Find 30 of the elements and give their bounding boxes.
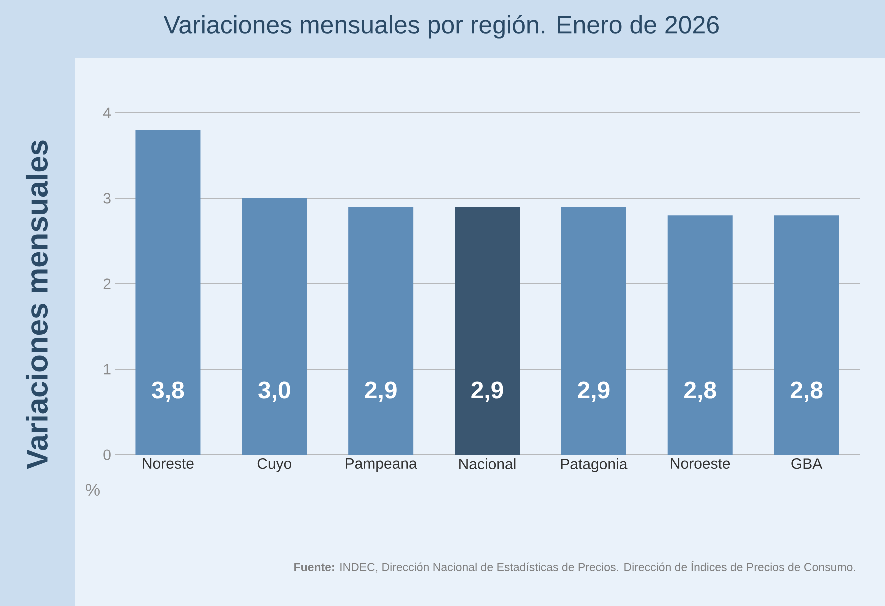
bar	[348, 207, 414, 456]
x-tick-label: Noreste	[143, 458, 194, 469]
text: %	[86, 484, 100, 496]
chart-title: Variaciones mensuales por región. Enero de 2026	[164, 15, 719, 39]
y-tick-label: 4	[103, 108, 112, 118]
data-label: 3,8	[152, 382, 184, 402]
bar	[668, 216, 733, 456]
data-label: 2,8	[790, 382, 823, 402]
bar	[242, 198, 308, 456]
y-tick-label: 0	[104, 450, 111, 460]
x-tick-label: Pampeana	[346, 458, 418, 472]
bar	[136, 130, 201, 456]
data-label: 2,8	[684, 382, 716, 402]
data-label: 2,9	[472, 382, 504, 402]
x-tick-label: GBA	[792, 458, 823, 470]
bar	[561, 207, 626, 456]
x-tick-label: Cuyo	[258, 458, 292, 472]
bar	[774, 216, 840, 456]
y-tick-label: 3	[104, 193, 111, 204]
x-tick-label: Patagonia	[561, 458, 628, 473]
data-label: 3,0	[258, 382, 290, 402]
x-tick-label: Noroeste	[671, 458, 730, 469]
data-label: 2,9	[578, 382, 610, 402]
x-tick-label: Nacional	[460, 458, 516, 470]
y-tick-label: 1	[104, 364, 111, 375]
bar	[455, 207, 520, 456]
data-label: 2,9	[365, 382, 397, 402]
text: Fuente: INDEC, Dirección Nacional de Estadísticas de Precios. Dirección de Índices de Precios de Consumo.	[294, 561, 856, 573]
y-tick-label: 2	[104, 278, 111, 290]
y-axis-title: Variaciones mensuales	[26, 140, 48, 470]
